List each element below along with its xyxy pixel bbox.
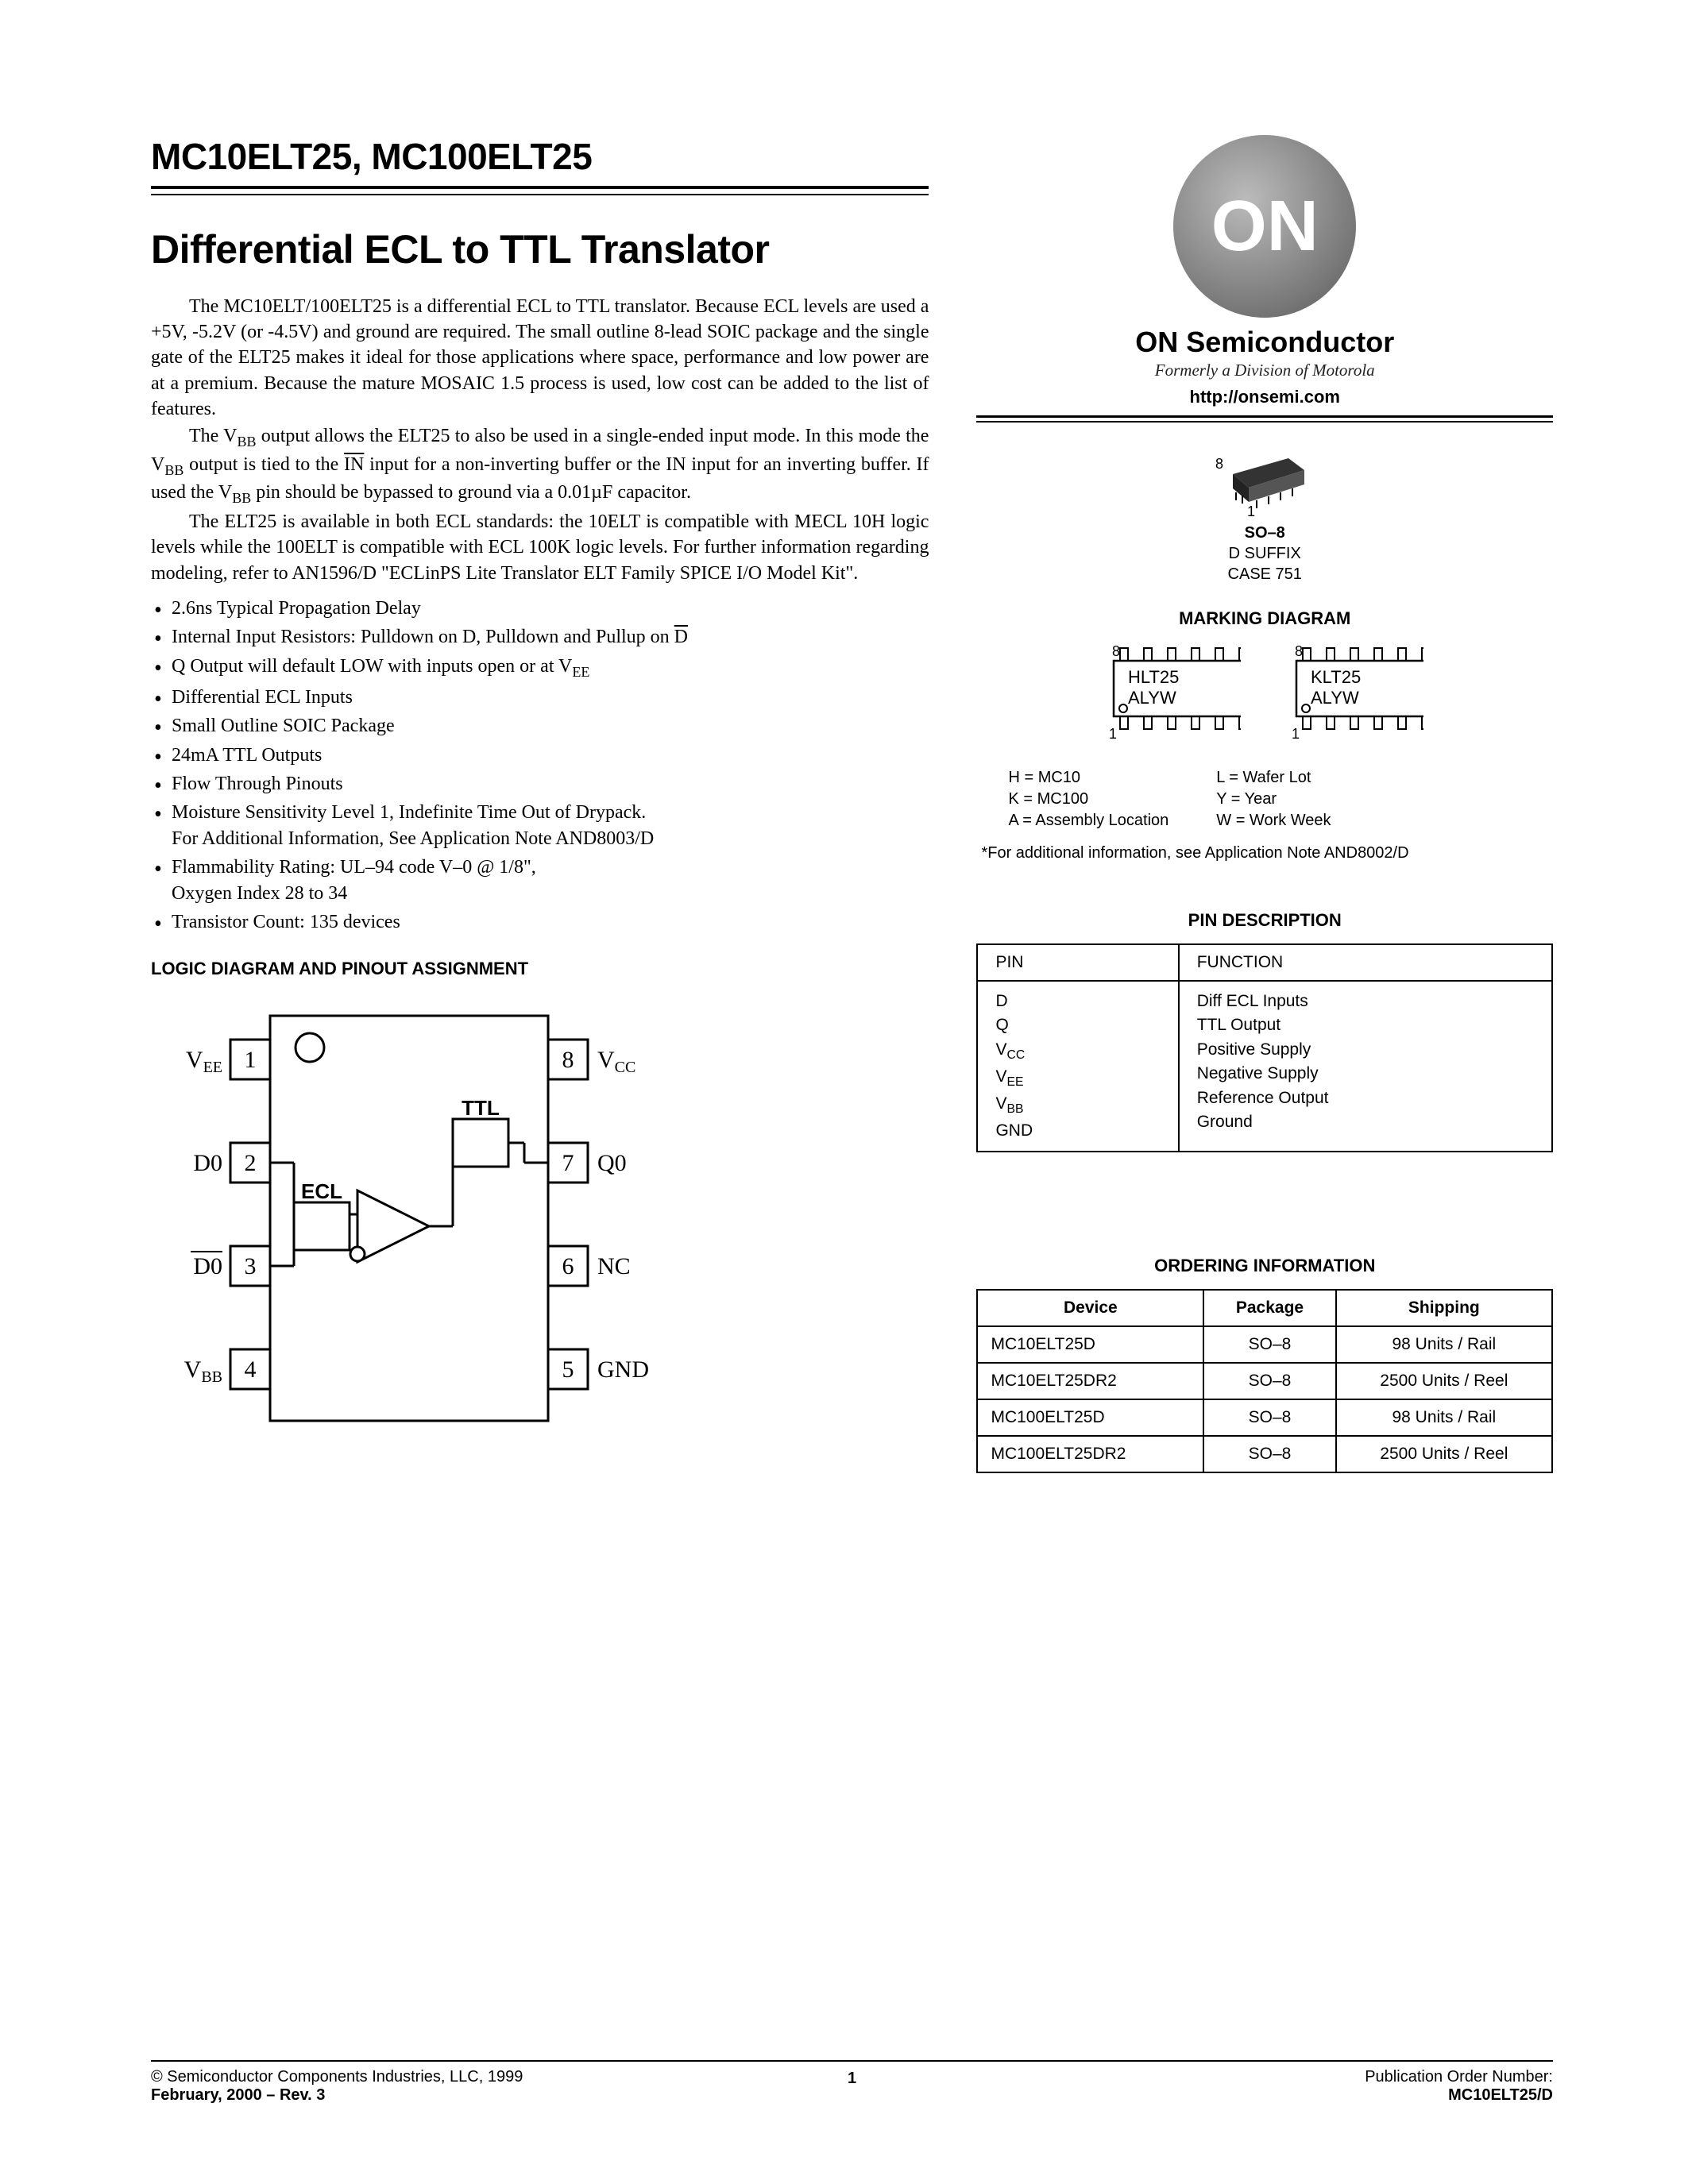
feature-item: 24mA TTL Outputs <box>151 743 929 768</box>
page-title: Differential ECL to TTL Translator <box>151 227 929 273</box>
divider <box>151 186 929 189</box>
svg-text:VEE: VEE <box>186 1047 222 1076</box>
marking-diagram: 8 HLT25 ALYW 1 8 <box>976 642 1553 753</box>
divider <box>976 421 1553 423</box>
ordering-heading: ORDERING INFORMATION <box>976 1256 1553 1276</box>
svg-text:1: 1 <box>1109 726 1117 742</box>
table-row: MC10ELT25DR2SO–82500 Units / Reel <box>977 1363 1552 1399</box>
svg-text:ALYW: ALYW <box>1311 688 1359 708</box>
soic-chip-icon: 8 1 <box>1201 446 1328 518</box>
svg-text:7: 7 <box>562 1150 574 1176</box>
svg-text:8: 8 <box>1295 643 1303 659</box>
table-row: MC100ELT25DSO–898 Units / Rail <box>977 1399 1552 1436</box>
feature-item: Flammability Rating: UL–94 code V–0 @ 1/… <box>151 855 929 906</box>
on-logo-icon: ON <box>1173 135 1356 318</box>
svg-text:Q0: Q0 <box>597 1150 627 1176</box>
feature-item: Transistor Count: 135 devices <box>151 909 929 935</box>
brand-tagline: Formerly a Division of Motorola <box>976 361 1553 380</box>
svg-text:GND: GND <box>597 1356 649 1383</box>
feature-item: Differential ECL Inputs <box>151 685 929 710</box>
svg-text:VBB: VBB <box>184 1356 222 1386</box>
svg-text:8: 8 <box>1112 643 1120 659</box>
svg-text:KLT25: KLT25 <box>1311 667 1361 687</box>
divider <box>151 194 929 195</box>
svg-text:D0: D0 <box>193 1253 222 1279</box>
page-footer: © Semiconductor Components Industries, L… <box>151 2060 1553 2105</box>
svg-text:D0: D0 <box>193 1150 222 1176</box>
svg-text:1: 1 <box>1292 726 1300 742</box>
feature-item: Internal Input Resistors: Pulldown on D,… <box>151 624 929 650</box>
svg-text:8: 8 <box>562 1047 574 1073</box>
logic-pinout-diagram: 1 VEE 2 D0 3 D0 4 VBB 8 VCC 7 Q0 6 NC 5 GND ECL TTL <box>151 1008 659 1429</box>
feature-item: Flow Through Pinouts <box>151 771 929 797</box>
pin-desc-heading: PIN DESCRIPTION <box>976 910 1553 931</box>
package-block: 8 1 SO–8 D SUFFIX CASE 751 <box>976 446 1553 585</box>
svg-text:3: 3 <box>245 1253 257 1279</box>
divider <box>976 415 1553 418</box>
svg-text:1: 1 <box>245 1047 257 1073</box>
para-1: The MC10ELT/100ELT25 is a differential E… <box>151 296 929 420</box>
svg-text:TTL: TTL <box>462 1096 500 1120</box>
ordering-table: DevicePackageShipping MC10ELT25DSO–898 U… <box>976 1289 1553 1473</box>
feature-item: Small Outline SOIC Package <box>151 713 929 739</box>
description-text: The MC10ELT/100ELT25 is a differential E… <box>151 294 929 586</box>
svg-text:8: 8 <box>1215 456 1223 472</box>
svg-text:NC: NC <box>597 1253 631 1279</box>
brand-name: ON Semiconductor <box>976 326 1553 359</box>
part-number: MC10ELT25, MC100ELT25 <box>151 135 929 178</box>
svg-text:1: 1 <box>1247 504 1255 518</box>
pin-description-table: PIN FUNCTION DQVCCVEEVBBGND Diff ECL Inp… <box>976 943 1553 1152</box>
para-3: The ELT25 is available in both ECL stand… <box>151 511 929 584</box>
feature-item: Moisture Sensitivity Level 1, Indefinite… <box>151 800 929 851</box>
svg-text:6: 6 <box>562 1253 574 1279</box>
marking-chip-2: 8 KLT25 ALYW 1 <box>1288 642 1423 753</box>
logic-diagram-heading: LOGIC DIAGRAM AND PINOUT ASSIGNMENT <box>151 959 929 979</box>
marking-footnote: *For additional information, see Applica… <box>981 844 1553 862</box>
marking-heading: MARKING DIAGRAM <box>976 608 1553 629</box>
feature-list: 2.6ns Typical Propagation Delay Internal … <box>151 596 929 935</box>
table-row: MC10ELT25DSO–898 Units / Rail <box>977 1326 1552 1363</box>
table-row: MC100ELT25DR2SO–82500 Units / Reel <box>977 1436 1552 1472</box>
feature-item: 2.6ns Typical Propagation Delay <box>151 596 929 621</box>
svg-text:5: 5 <box>562 1356 574 1383</box>
marking-chip-1: 8 HLT25 ALYW 1 <box>1106 642 1241 753</box>
brand-logo: ON <box>976 135 1553 318</box>
feature-item: Q Output will default LOW with inputs op… <box>151 654 929 681</box>
svg-text:ECL: ECL <box>301 1179 342 1203</box>
svg-text:2: 2 <box>245 1150 257 1176</box>
page-number: 1 <box>848 2070 856 2087</box>
svg-text:VCC: VCC <box>597 1047 635 1076</box>
svg-text:4: 4 <box>245 1356 257 1383</box>
marking-legend: H = MC10K = MC100A = Assembly Location L… <box>1008 767 1553 832</box>
brand-url[interactable]: http://onsemi.com <box>976 387 1553 407</box>
svg-text:ALYW: ALYW <box>1128 688 1176 708</box>
svg-text:HLT25: HLT25 <box>1128 667 1179 687</box>
